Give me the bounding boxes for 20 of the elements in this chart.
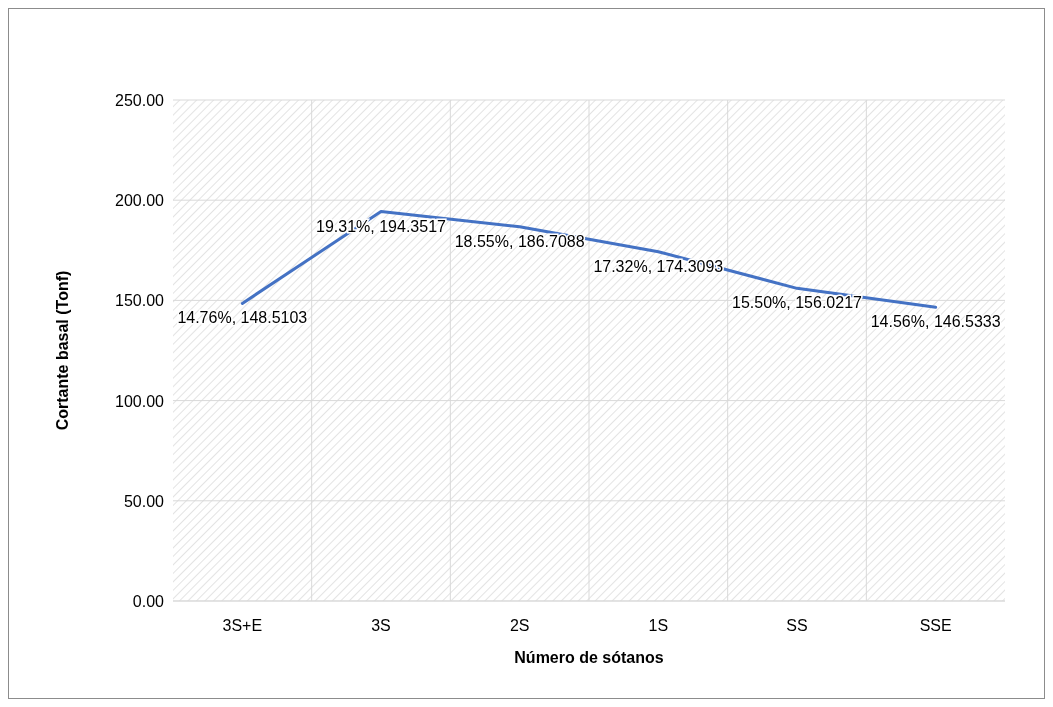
- y-tick-label: 150.00: [115, 292, 165, 310]
- data-label: 17.32%, 174.3093: [593, 257, 724, 275]
- x-tick-label: 3S: [371, 617, 391, 634]
- data-label: 15.50%, 156.0217: [732, 294, 863, 312]
- y-tick-label: 250.00: [115, 92, 165, 109]
- data-label: 14.56%, 146.5333: [870, 313, 1001, 331]
- y-tick-label: 200.00: [115, 192, 165, 210]
- y-tick-label: 50.00: [123, 492, 165, 510]
- data-label: 14.76%, 148.5103: [177, 309, 308, 327]
- data-label: 18.55%, 186.7088: [454, 232, 585, 250]
- x-axis-title: Número de sótanos: [514, 649, 664, 666]
- x-tick-label: SS: [786, 617, 808, 634]
- x-tick-label: SSE: [919, 617, 952, 634]
- x-tick-label: 2S: [509, 617, 530, 634]
- y-tick-label: 0.00: [132, 593, 165, 610]
- line-series: [240, 210, 938, 309]
- x-tick-label: 3S+E: [222, 617, 263, 634]
- y-tick-label: 100.00: [115, 392, 165, 410]
- y-axis-title: Cortante basal (Tonf): [54, 270, 71, 431]
- x-tick-label: 1S: [648, 617, 669, 634]
